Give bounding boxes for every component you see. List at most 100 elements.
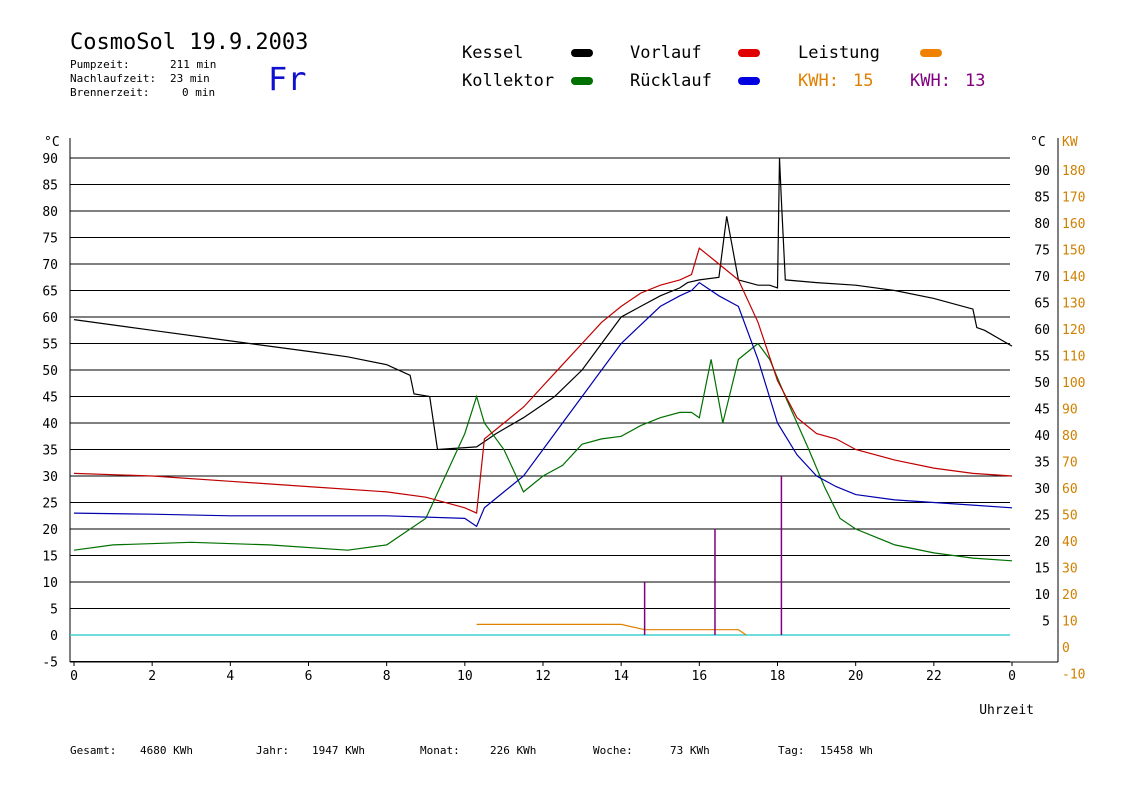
y-left-tick-label: 55 (42, 338, 58, 353)
x-tick-label: 16 (692, 669, 708, 684)
legend-kessel-label: Kessel (462, 43, 524, 63)
legend-kollektor-swatch (571, 77, 593, 85)
y-right-tick-label: 15 (1034, 562, 1050, 577)
y-left-tick-label: 65 (42, 285, 58, 300)
y-right-tick-label: 50 (1034, 376, 1050, 391)
legend-kwh1-value: 15 (853, 71, 874, 91)
y-left-tick-label: 45 (42, 391, 58, 406)
x-axis-label: Uhrzeit (979, 703, 1034, 718)
y-left-tick-label: 80 (42, 205, 58, 220)
y-right-tick-label: 5 (1042, 615, 1050, 630)
legend-leistung-label: Leistung (798, 43, 880, 63)
footer-monat-value: 226 KWh (490, 744, 537, 757)
y2-tick-label: 90 (1062, 403, 1078, 418)
y2-tick-label: 180 (1062, 164, 1085, 179)
series-line-kollektor (73, 342, 1013, 562)
y-left-tick-label: 85 (42, 179, 58, 194)
y-left-tick-label: 70 (42, 258, 58, 273)
y-left-tick-label: 50 (42, 364, 58, 379)
x-tick-label: 4 (226, 669, 234, 684)
y-left-tick-label: 35 (42, 444, 58, 459)
y2-tick-label: 70 (1062, 456, 1078, 471)
y-right-tick-label: 75 (1034, 244, 1050, 259)
footer-jahr-value: 1947 KWh (312, 744, 365, 757)
series-line-kessel (73, 157, 1013, 451)
footer-monat-label: Monat: (420, 744, 460, 757)
legend-leistung-swatch (920, 49, 942, 57)
x-tick-label: 8 (383, 669, 391, 684)
y2-tick-label: -10 (1062, 668, 1085, 683)
y2-tick-label: 130 (1062, 297, 1085, 312)
x-tick-label: 10 (457, 669, 473, 684)
y2-tick-label: 110 (1062, 350, 1085, 365)
y2-tick-label: 20 (1062, 588, 1078, 603)
y-right-tick-label: 10 (1034, 588, 1050, 603)
burner-time-label: Brennerzeit: (70, 86, 150, 99)
series-line-leistung (476, 623, 747, 636)
x-tick-label: 0 (1008, 669, 1016, 684)
x-tick-label: 0 (70, 669, 78, 684)
footer-gesamt-label: Gesamt: (70, 744, 117, 757)
y-right-unit-label: °C (1030, 135, 1046, 150)
y-right-tick-label: 25 (1034, 509, 1050, 524)
footer-woche-value: 73 KWh (670, 744, 710, 757)
y-left-tick-label: 40 (42, 417, 58, 432)
y2-tick-label: 100 (1062, 376, 1085, 391)
y-right-tick-label: 65 (1034, 297, 1050, 312)
legend-kessel-swatch (571, 49, 593, 57)
x-tick-label: 2 (148, 669, 156, 684)
afterrun-time-value: 23 min (170, 72, 210, 85)
y2-tick-label: 150 (1062, 244, 1085, 259)
y2-tick-label: 80 (1062, 429, 1078, 444)
y-left-tick-label: -5 (42, 656, 58, 671)
x-tick-label: 22 (926, 669, 942, 684)
legend-ruecklauf-label: Rücklauf (630, 71, 712, 91)
y-left-tick-label: 25 (42, 497, 58, 512)
y-right-tick-label: 90 (1034, 164, 1050, 179)
y-right-tick-label: 40 (1034, 429, 1050, 444)
y2-tick-label: 140 (1062, 270, 1085, 285)
y-left-tick-label: 20 (42, 523, 58, 538)
afterrun-time-label: Nachlaufzeit: (70, 72, 157, 85)
x-tick-label: 18 (770, 669, 786, 684)
footer-woche-label: Woche: (593, 744, 633, 757)
y-left-tick-label: 10 (42, 576, 58, 591)
y-left-tick-label: 30 (42, 470, 58, 485)
y-right-tick-label: 70 (1034, 270, 1050, 285)
weekday-label: Fr (268, 60, 307, 98)
y2-tick-label: 0 (1062, 641, 1070, 656)
y2-unit-label: KW (1062, 135, 1078, 150)
y-left-tick-label: 90 (42, 152, 58, 167)
legend-kwh2-value: 13 (965, 71, 986, 91)
series-line-vorlauf (73, 247, 1013, 514)
footer-gesamt-value: 4680 KWh (140, 744, 193, 757)
y-left-tick-label: 0 (50, 629, 58, 644)
x-tick-label: 20 (848, 669, 864, 684)
legend-vorlauf-label: Vorlauf (630, 43, 702, 63)
footer-jahr-label: Jahr: (256, 744, 290, 757)
footer-tag-label: Tag: (778, 744, 805, 757)
y-left-tick-label: 5 (50, 603, 58, 618)
y-right-tick-label: 55 (1034, 350, 1050, 365)
y-right-tick-label: 20 (1034, 535, 1050, 550)
y2-tick-label: 120 (1062, 323, 1085, 338)
y-left-tick-label: 15 (42, 550, 58, 565)
y-right-tick-label: 30 (1034, 482, 1050, 497)
y-left-unit-label: °C (44, 135, 60, 150)
burner-time-value: 0 min (182, 86, 216, 99)
x-tick-label: 6 (305, 669, 313, 684)
pump-time-value: 211 min (170, 58, 217, 71)
footer-tag-value: 15458 Wh (820, 744, 873, 757)
y-left-tick-label: 75 (42, 232, 58, 247)
x-tick-label: 12 (535, 669, 551, 684)
x-tick-label: 14 (613, 669, 629, 684)
y-left-tick-label: 60 (42, 311, 58, 326)
legend-vorlauf-swatch (738, 49, 760, 57)
y-right-tick-label: 80 (1034, 217, 1050, 232)
y2-tick-label: 10 (1062, 615, 1078, 630)
y2-tick-label: 40 (1062, 535, 1078, 550)
y2-tick-label: 50 (1062, 509, 1078, 524)
y2-tick-label: 160 (1062, 217, 1085, 232)
y2-tick-label: 30 (1062, 562, 1078, 577)
